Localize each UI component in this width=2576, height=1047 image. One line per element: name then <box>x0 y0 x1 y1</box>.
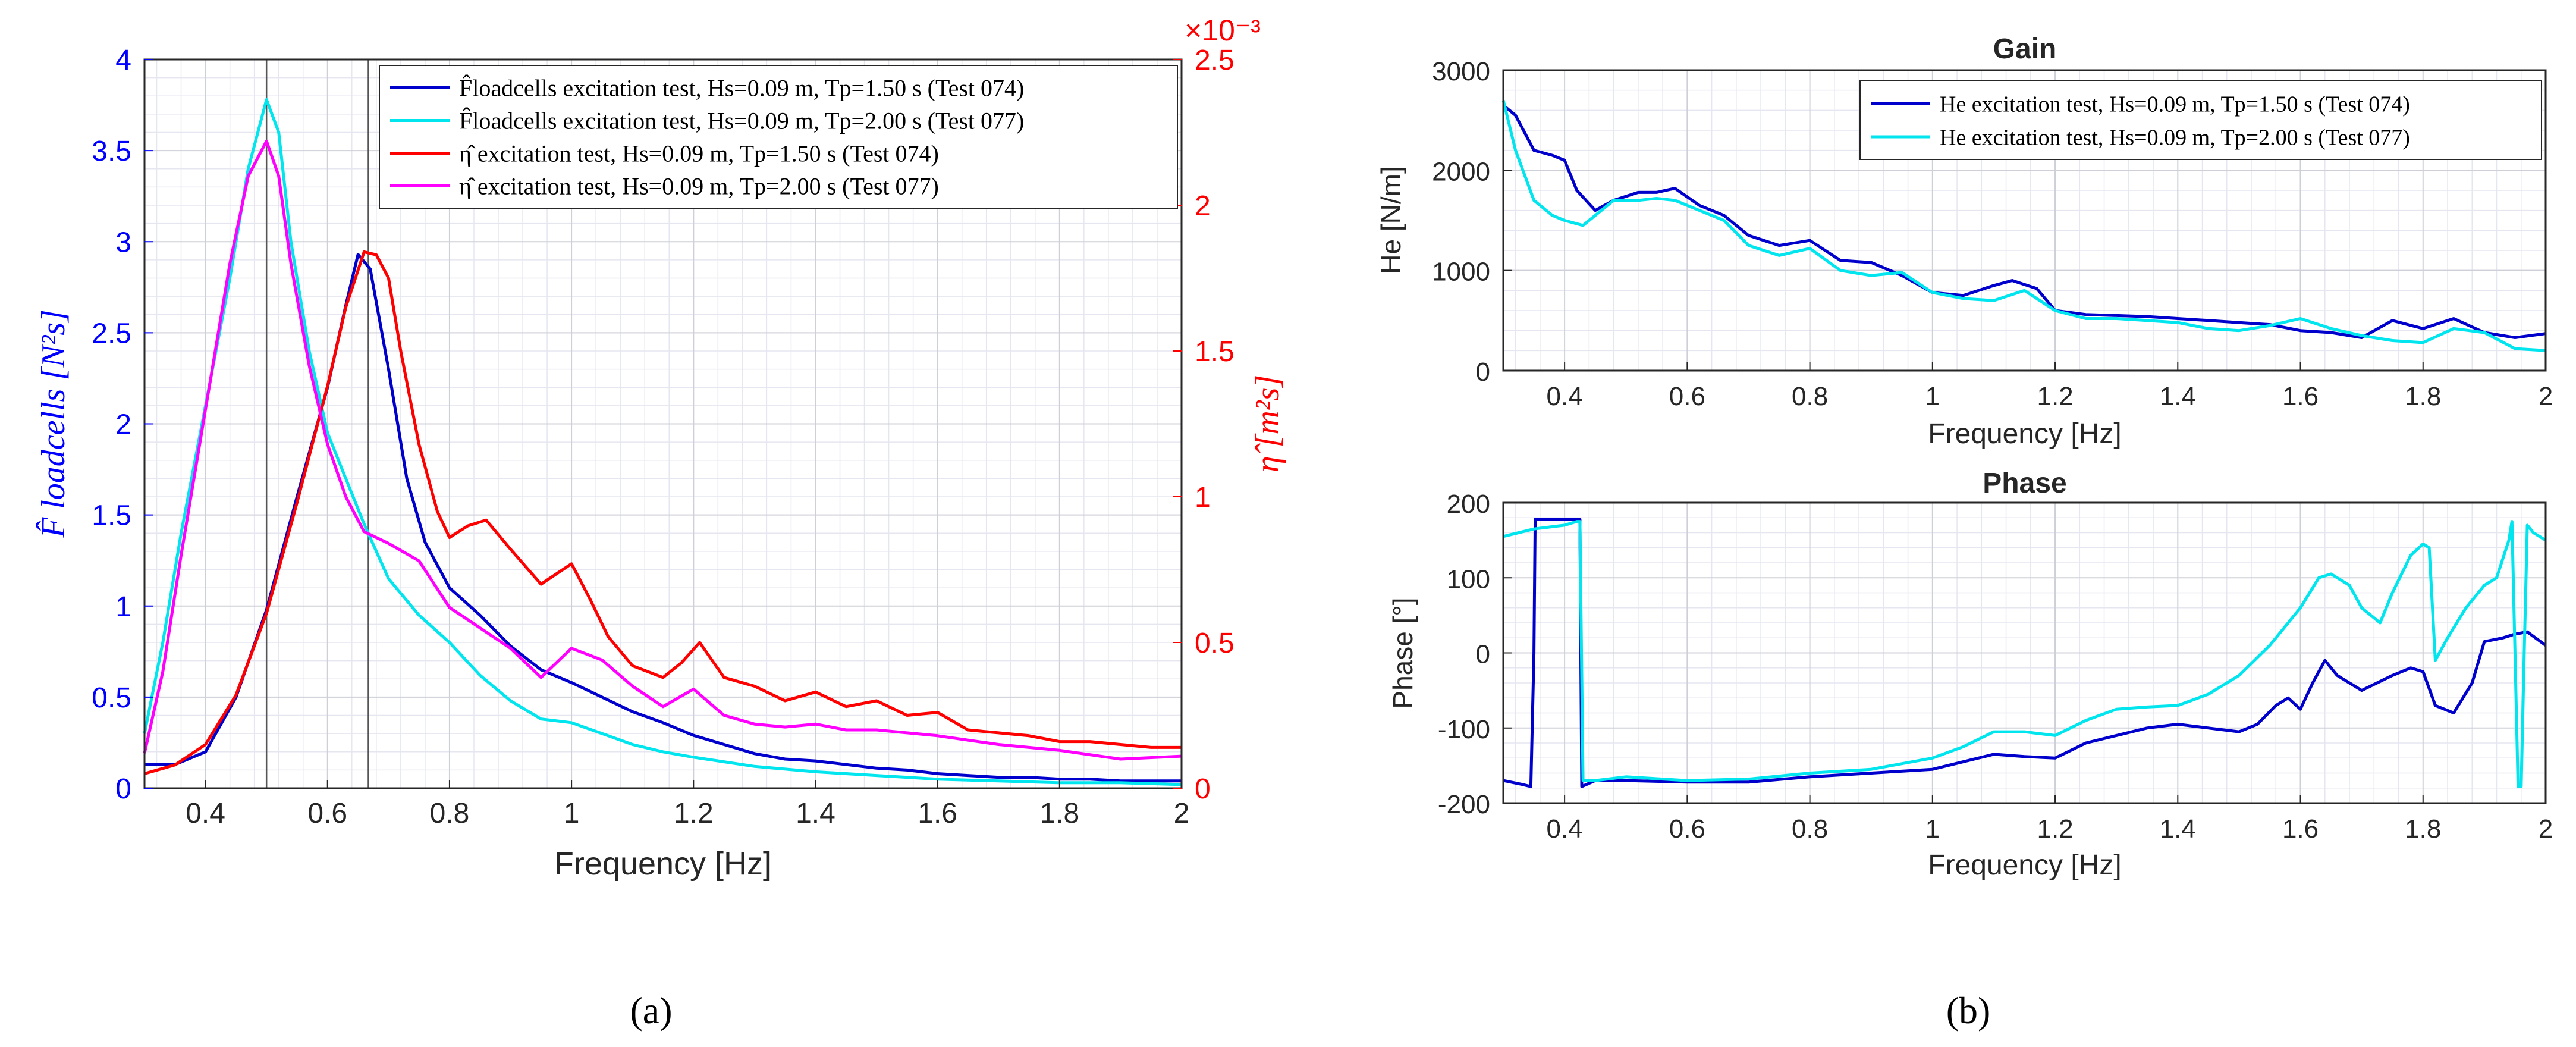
panel-b-gain-x-tick-label: 1.2 <box>2037 382 2073 411</box>
panel-b-phase-y-tick-label: -200 <box>1438 790 1490 819</box>
panel-a-y-left-axis-label: F̂ loadcells [N²s] <box>35 309 72 538</box>
panel-b-gain-legend-entry: He excitation test, Hs=0.09 m, Tp=2.00 s… <box>1940 125 2410 150</box>
panel-b-phase-x-tick-label: 1.2 <box>2037 814 2073 844</box>
panel-b-gain-x-tick-label: 0.8 <box>1792 382 1828 411</box>
panel-a-y-left-tick-label: 2 <box>115 409 131 441</box>
panel-a-legend-entry: F̂loadcells excitation test, Hs=0.09 m, … <box>459 108 1024 134</box>
panel-b-gain-legend: He excitation test, Hs=0.09 m, Tp=1.50 s… <box>1859 80 2542 160</box>
panel-b-gain-x-ticks: 0.4 0.6 0.8 1 1.2 1.4 1.6 1.8 2 <box>1547 362 2553 411</box>
panel-b-phase-title: Phase <box>1983 468 2066 499</box>
panel-a-series-line-4 <box>143 139 1182 761</box>
panel-a-y-right-tick-label: 0.5 <box>1195 628 1234 659</box>
panel-b-phase-y-tick-label: -100 <box>1438 715 1490 744</box>
panel-b-phase-y-tick-label: 0 <box>1476 640 1490 669</box>
panel-a-x-tick-label: 0.6 <box>307 798 347 829</box>
panel-b-gain-y-tick-label: 2000 <box>1432 157 1490 186</box>
figure-label-b: (b) <box>1946 989 1991 1032</box>
panel-a-x-ticks: 0.4 0.6 0.8 1 1.2 1.4 1.6 1.8 2 <box>186 780 1189 829</box>
panel-a-y-left-tick-label: 0.5 <box>92 682 131 714</box>
panel-a-legend-entry: η̂ excitation test, Hs=0.09 m, Tp=2.00 s… <box>459 173 939 200</box>
panel-b-gain-y-ticks: 0 1000 2000 3000 <box>1432 57 1512 387</box>
panel-b-phase-series-line-2 <box>1503 520 2547 788</box>
panel-b-phase-x-tick-label: 2 <box>2539 814 2553 844</box>
panel-a-x-axis-label: Frequency [Hz] <box>554 846 772 882</box>
panel-a-legend-box <box>379 65 1178 209</box>
panel-a-series-line-3 <box>144 250 1182 775</box>
panel-a-x-tick-label: 0.8 <box>430 798 470 829</box>
panel-a-y-right-tick-label: 1 <box>1195 482 1211 513</box>
panel-b-gain-y-tick-label: 1000 <box>1432 258 1490 287</box>
panel-a-y-right-tick-label: 0 <box>1195 773 1211 805</box>
panel-b-phase-x-axis-label: Frequency [Hz] <box>1928 849 2121 881</box>
panel-a-y-left-tick-label: 3.5 <box>92 136 131 167</box>
panel-a-y-right-ticks: 0 0.5 1 1.5 2 2.5 <box>1173 45 1234 805</box>
panel-b-phase-x-tick-label: 0.8 <box>1792 814 1828 844</box>
panel-a-y-left-tick-label: 1.5 <box>92 500 131 532</box>
panel-a-y-right-tick-label: 1.5 <box>1195 336 1234 368</box>
panel-b-phase-series <box>1503 518 2547 788</box>
panel-b-gain-legend-entry: He excitation test, Hs=0.09 m, Tp=1.50 s… <box>1940 92 2410 117</box>
panel-b-gain-x-tick-label: 2 <box>2539 382 2553 411</box>
panel-a-series-line-2 <box>143 98 1182 786</box>
panel-a-x-tick-label: 1.6 <box>918 798 957 829</box>
panel-a-vertical-markers <box>265 59 369 788</box>
panel-b-gain-series-line-2 <box>1501 99 2546 352</box>
panel-a-x-tick-label: 0.4 <box>186 798 225 829</box>
panel-b-phase-y-tick-label: 100 <box>1447 565 1490 594</box>
panel-b-gain-chart: Gain 0.4 0.6 0.8 1 1.2 1.4 1.6 1.8 2 0 1000 2000 30… <box>1375 33 2553 450</box>
panel-b-gain-x-tick-label: 1.8 <box>2405 382 2441 411</box>
panel-b-gain-title: Gain <box>1993 33 2057 65</box>
panel-a-legend-entry: F̂loadcells excitation test, Hs=0.09 m, … <box>459 75 1024 102</box>
panel-b-gain-legend-box <box>1859 80 2542 160</box>
panel-b-phase-y-axis-label: Phase [°] <box>1387 597 1418 709</box>
panel-a-chart: 0.4 0.6 0.8 1 1.2 1.4 1.6 1.8 2 0 0.5 1 1.5 2 2.5 3 3.5… <box>35 14 1286 882</box>
panel-b-gain-y-tick-label: 0 <box>1476 358 1490 387</box>
panel-b-phase-x-tick-label: 1 <box>1925 814 1940 844</box>
panel-a-x-tick-label: 2 <box>1174 798 1190 829</box>
panel-b-phase-y-ticks: -200 -100 0 100 200 <box>1438 490 1512 819</box>
panel-b-phase-x-tick-label: 0.6 <box>1669 814 1705 844</box>
panel-a-y-right-tick-label: 2.5 <box>1195 45 1234 76</box>
panel-b-phase-chart: Phase 0.4 0.6 0.8 1 1.2 1.4 1.6 1.8 2 -200 -100 0 1… <box>1387 468 2553 881</box>
panel-b-phase-x-tick-label: 0.4 <box>1547 814 1583 844</box>
panel-b-gain-y-tick-label: 3000 <box>1432 57 1490 86</box>
panel-b-gain-x-tick-label: 1.6 <box>2282 382 2319 411</box>
panel-a-x-tick-label: 1.2 <box>674 798 714 829</box>
panel-b-gain-x-axis-label: Frequency [Hz] <box>1928 418 2121 450</box>
panel-b-phase-x-tick-label: 1.8 <box>2405 814 2441 844</box>
panel-b-gain-y-axis-label: He [N/m] <box>1375 166 1406 274</box>
panel-a-series <box>143 98 1182 786</box>
panel-a-y-left-tick-label: 2.5 <box>92 318 131 349</box>
panel-a-right-axis-exponent: ×10⁻³ <box>1185 14 1261 47</box>
panel-a-x-tick-label: 1.8 <box>1039 798 1079 829</box>
panel-a-legend: F̂loadcells excitation test, Hs=0.09 m, … <box>379 65 1178 209</box>
panel-a-y-right-axis-label: η̂ [m²s] <box>1249 375 1286 472</box>
panel-a-y-left-tick-label: 0 <box>115 773 131 805</box>
panel-b-phase-x-ticks: 0.4 0.6 0.8 1 1.2 1.4 1.6 1.8 2 <box>1547 795 2553 844</box>
panel-b-gain-plot-frame <box>1502 69 2547 372</box>
panel-a-y-left-tick-label: 3 <box>115 227 131 258</box>
panel-b-gain-x-tick-label: 0.4 <box>1547 382 1583 411</box>
panel-a-y-left-tick-label: 4 <box>115 45 131 76</box>
panel-b-gain-series <box>1501 99 2546 352</box>
panel-b-phase-y-tick-label: 200 <box>1447 490 1490 519</box>
figure-label-a: (a) <box>630 989 672 1032</box>
panel-b-gain-x-tick-label: 1.4 <box>2160 382 2196 411</box>
panel-b-gain-x-tick-label: 1 <box>1925 382 1940 411</box>
panel-a-x-tick-label: 1.4 <box>796 798 835 829</box>
panel-b-phase-x-tick-label: 1.4 <box>2160 814 2196 844</box>
panel-b-phase-grid <box>1503 502 2546 804</box>
panel-a-y-right-tick-label: 2 <box>1195 190 1211 222</box>
panel-a-y-left-ticks: 0 0.5 1 1.5 2 2.5 3 3.5 4 <box>92 45 153 805</box>
panel-a-y-left-tick-label: 1 <box>115 591 131 623</box>
panel-a-x-tick-label: 1 <box>564 798 580 829</box>
panel-a-legend-entry: η̂ excitation test, Hs=0.09 m, Tp=1.50 s… <box>459 140 939 167</box>
panel-b-gain-x-tick-label: 0.6 <box>1669 382 1705 411</box>
panel-b-phase-x-tick-label: 1.6 <box>2282 814 2319 844</box>
